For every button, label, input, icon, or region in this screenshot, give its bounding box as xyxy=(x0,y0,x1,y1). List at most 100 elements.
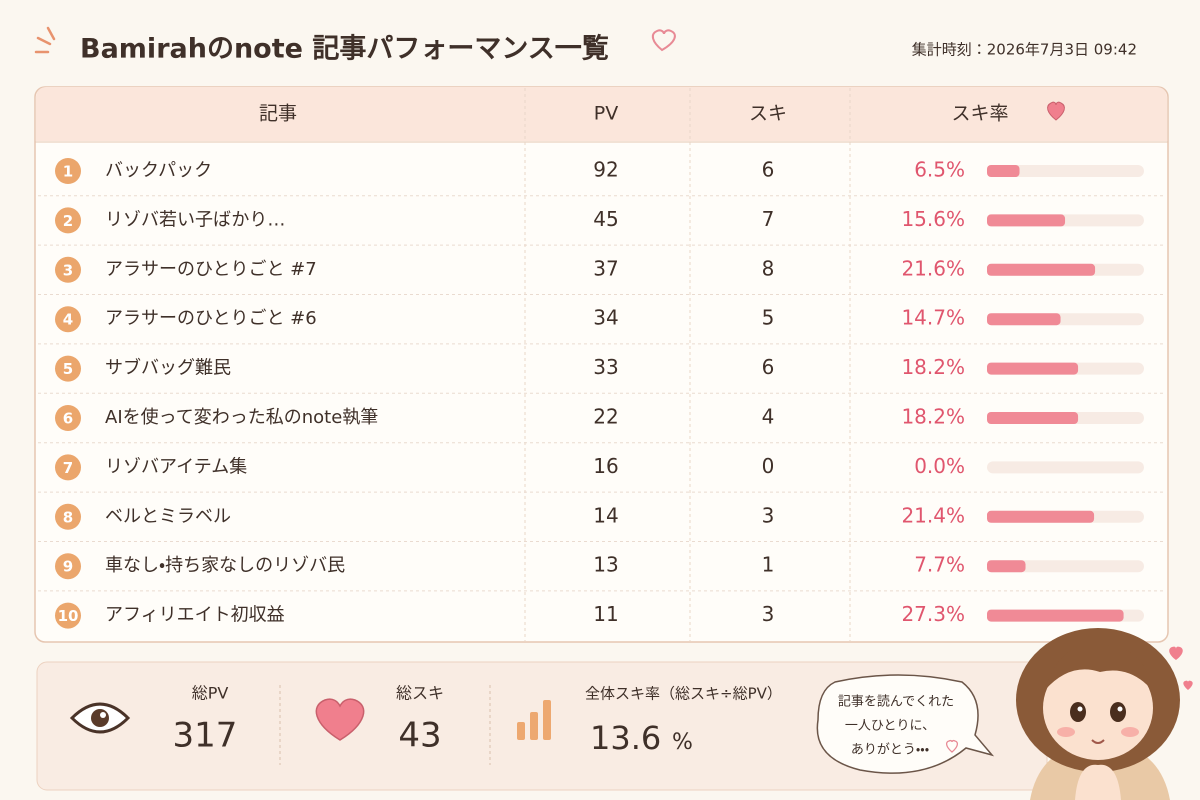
suki: 4 xyxy=(762,405,775,429)
eye-icon xyxy=(69,702,131,734)
article-title: アフィリエイト初収益 xyxy=(105,605,285,626)
column-header: スキ率 xyxy=(951,103,1008,125)
character-illustration-part xyxy=(1110,702,1126,722)
pv: 16 xyxy=(593,454,618,478)
rate-bar xyxy=(987,412,1079,424)
character-illustration xyxy=(1016,628,1193,800)
bar-icon-part xyxy=(530,712,538,740)
bubble-line: 一人ひとりに、 xyxy=(845,719,935,734)
pv: 37 xyxy=(593,256,618,280)
total-pv-label: 総PV xyxy=(192,684,229,703)
bar-icon-part xyxy=(517,722,525,740)
pv: 11 xyxy=(593,602,618,626)
rate-track xyxy=(987,560,1144,573)
rate: 18.2% xyxy=(901,405,965,429)
character-illustration-part xyxy=(1183,680,1193,690)
suki: 5 xyxy=(762,306,775,330)
rate: 7.7% xyxy=(914,553,965,577)
rank-badge xyxy=(55,454,81,481)
pv: 33 xyxy=(593,355,618,379)
article-title: サブバッグ難民 xyxy=(105,357,231,379)
rank-badge xyxy=(55,306,81,333)
table-row: 2 リゾバ若い子ばかり… 45 7 15.6% xyxy=(38,195,1165,234)
pv: 14 xyxy=(593,503,618,527)
rate-bar xyxy=(987,165,1020,177)
eye-icon-part xyxy=(100,712,106,718)
column-dividers xyxy=(524,88,851,641)
sparkle xyxy=(34,26,56,54)
overall-rate-unit: % xyxy=(672,730,693,755)
character-illustration-part xyxy=(1045,644,1152,690)
pv: 34 xyxy=(593,306,618,330)
bar-icon-part xyxy=(543,700,551,740)
rate-bar xyxy=(987,263,1096,276)
rank-badge xyxy=(55,602,81,629)
rate-bar xyxy=(987,214,1066,227)
pv: 45 xyxy=(593,207,618,231)
article-title: リゾバ若い子ばかり… xyxy=(105,209,285,230)
rate: 18.2% xyxy=(901,355,965,379)
rate-track xyxy=(987,165,1144,177)
rank-badge xyxy=(55,355,81,382)
rank: 5 xyxy=(63,360,73,378)
bubble-heart xyxy=(945,739,959,753)
bubble-line: 記事を読んでくれた xyxy=(838,695,954,710)
rate: 0.0% xyxy=(914,454,965,478)
column-header: スキ xyxy=(749,103,787,125)
table-row: 10 アフィリエイト初収益 11 3 27.3% xyxy=(38,590,1165,629)
rank: 4 xyxy=(63,311,73,329)
pv: 92 xyxy=(593,158,618,182)
suki: 6 xyxy=(762,158,775,182)
rate: 14.7% xyxy=(901,306,965,330)
bubble-line: ありがとう・・・ xyxy=(851,743,929,758)
rate-bar xyxy=(987,510,1095,523)
heart-icon xyxy=(315,698,365,741)
timestamp: 集計時刻：2026年7月3日 09:42 xyxy=(912,41,1137,59)
article-title: ベルとミラベル xyxy=(105,506,231,527)
column-header: PV xyxy=(594,103,618,125)
title-heart xyxy=(651,29,676,52)
character-illustration-part xyxy=(1077,706,1083,712)
article-title: 車なし・持ち家なしのリゾバ民 xyxy=(105,555,345,576)
table-row: 7 リゾバアイテム集 16 0 0.0% xyxy=(38,442,1165,481)
bar-icon xyxy=(517,700,551,740)
suki: 3 xyxy=(762,602,775,626)
suki: 1 xyxy=(762,553,775,577)
rank: 1 xyxy=(63,163,73,181)
rank: 8 xyxy=(63,508,73,526)
page-title: Bamirahのnote 記事パフォーマンス一覧 xyxy=(80,34,609,65)
suki: 6 xyxy=(762,355,775,379)
rate-track xyxy=(987,461,1144,474)
article-title: アラサーのひとりごと #7 xyxy=(105,259,317,280)
suki: 8 xyxy=(762,256,775,280)
suki: 3 xyxy=(762,503,775,527)
overall-rate-label: 全体スキ率（総スキ÷総PV） xyxy=(585,685,782,703)
table-row: 4 アラサーのひとりごと #6 34 5 14.7% xyxy=(38,294,1165,333)
rank-badge xyxy=(55,405,81,431)
total-suki: 43 xyxy=(398,716,441,756)
sparkle-part xyxy=(46,26,56,41)
character-illustration-part xyxy=(1075,764,1121,800)
rank: 10 xyxy=(58,607,79,625)
rank: 7 xyxy=(63,459,73,477)
rate-bar xyxy=(987,362,1079,375)
rate: 15.6% xyxy=(901,207,965,231)
header-heart xyxy=(1047,101,1065,121)
suki: 0 xyxy=(762,454,775,478)
overall-rate: 13.6 xyxy=(590,719,661,757)
article-title: バックパック xyxy=(105,160,212,181)
article-title: リゾバアイテム集 xyxy=(105,456,247,477)
pv: 22 xyxy=(593,405,618,429)
table-row: 5 サブバッグ難民 33 6 18.2% xyxy=(38,343,1165,382)
rate: 6.5% xyxy=(914,158,965,182)
rate-bar xyxy=(987,560,1026,573)
pv: 13 xyxy=(593,553,618,577)
table-row: 9 車なし・持ち家なしのリゾバ民 13 1 7.7% xyxy=(38,541,1165,580)
total-pv: 317 xyxy=(173,716,238,756)
column-header: 記事 xyxy=(259,103,297,125)
total-suki-label: 総スキ xyxy=(396,684,444,703)
rank: 3 xyxy=(63,261,73,279)
rank-badge xyxy=(55,158,81,184)
